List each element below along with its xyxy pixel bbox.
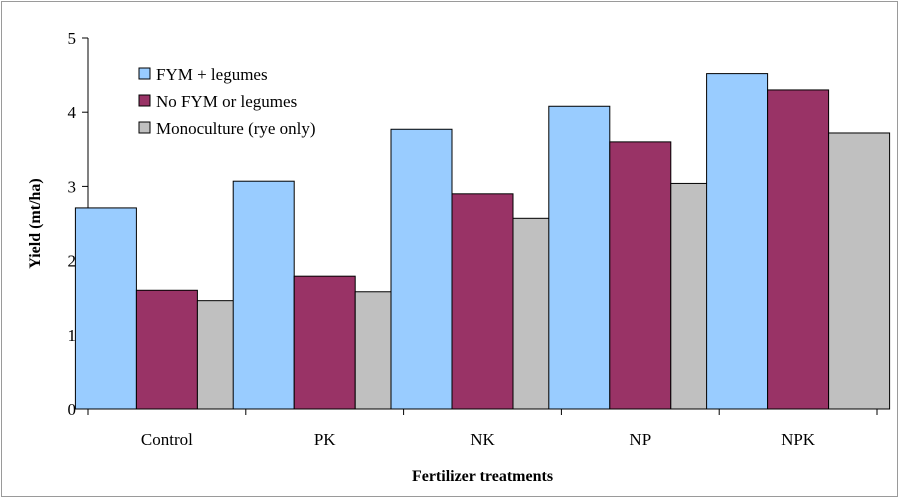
bar xyxy=(548,105,611,410)
bar xyxy=(390,128,453,410)
bar xyxy=(293,275,356,410)
legend-swatch xyxy=(138,67,151,80)
bar xyxy=(232,180,295,410)
bar xyxy=(706,73,769,410)
bar xyxy=(451,193,514,410)
legend-swatch xyxy=(138,94,151,107)
y-tick-label: 4 xyxy=(68,103,77,122)
y-tick-label: 1 xyxy=(68,326,77,345)
y-tick-label: 0 xyxy=(68,400,77,419)
bar xyxy=(74,207,137,410)
x-axis: Control PK NK NP NPK xyxy=(87,408,878,449)
x-tick-label: NK xyxy=(470,430,495,449)
bar xyxy=(609,141,672,410)
legend-swatch xyxy=(138,121,151,134)
x-tick-label: NP xyxy=(629,430,651,449)
bars xyxy=(74,73,891,410)
x-tick-label: PK xyxy=(314,430,336,449)
bar xyxy=(135,289,198,410)
x-axis-title: Fertilizer treatments xyxy=(412,468,553,485)
y-tick-label: 5 xyxy=(68,29,77,48)
legend: FYM + legumes No FYM or legumes Monocultur… xyxy=(138,65,316,138)
y-axis-title: Yield (mt/ha) xyxy=(27,178,44,269)
legend-label: No FYM or legumes xyxy=(156,92,297,111)
bar xyxy=(828,132,891,410)
legend-label: Monoculture (rye only) xyxy=(156,119,316,138)
legend-label: FYM + legumes xyxy=(156,65,268,84)
y-tick-label: 2 xyxy=(68,252,77,271)
y-tick-label: 3 xyxy=(68,177,77,196)
x-tick-label: NPK xyxy=(781,430,816,449)
bar xyxy=(767,89,830,410)
x-tick-label: Control xyxy=(141,430,193,449)
